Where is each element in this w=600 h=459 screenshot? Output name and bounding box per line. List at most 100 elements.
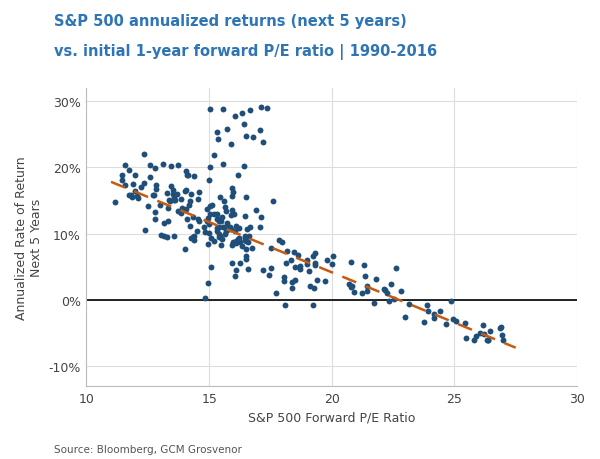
- Point: [271, 290, 280, 297]
- Text: Source: Bloomberg, GCM Grosvenor: Source: Bloomberg, GCM Grosvenor: [54, 444, 242, 454]
- Point: [145, 162, 155, 170]
- Point: [379, 285, 389, 293]
- Point: [476, 330, 485, 337]
- Point: [499, 336, 508, 344]
- Point: [206, 235, 216, 242]
- Point: [452, 318, 461, 325]
- Point: [130, 172, 140, 179]
- Point: [310, 262, 320, 269]
- Point: [190, 237, 199, 244]
- Point: [203, 214, 212, 222]
- Point: [166, 183, 176, 190]
- Point: [290, 249, 299, 256]
- Point: [212, 211, 222, 218]
- Point: [391, 264, 401, 272]
- Point: [223, 126, 232, 133]
- Point: [471, 333, 481, 340]
- Point: [239, 162, 249, 170]
- Point: [369, 300, 379, 308]
- Point: [259, 267, 268, 274]
- Text: S&P 500 annualized returns (next 5 years): S&P 500 annualized returns (next 5 years…: [54, 14, 407, 29]
- Point: [258, 139, 268, 146]
- Point: [173, 208, 182, 216]
- Point: [176, 196, 185, 204]
- Point: [209, 152, 219, 159]
- Point: [223, 220, 232, 227]
- Point: [266, 245, 276, 252]
- Point: [218, 106, 228, 114]
- Point: [148, 192, 158, 199]
- Point: [235, 224, 244, 232]
- Point: [283, 247, 292, 255]
- Point: [295, 265, 305, 273]
- Point: [200, 229, 209, 236]
- Point: [359, 262, 368, 269]
- Point: [221, 208, 230, 216]
- Point: [204, 220, 214, 228]
- Point: [256, 224, 265, 231]
- Point: [203, 241, 212, 248]
- Point: [280, 302, 290, 309]
- Point: [478, 322, 487, 329]
- Point: [143, 202, 153, 210]
- Point: [242, 226, 252, 234]
- Point: [436, 308, 445, 315]
- Point: [264, 272, 274, 279]
- Point: [218, 161, 228, 168]
- Point: [240, 237, 250, 244]
- Point: [419, 319, 429, 326]
- Point: [170, 232, 179, 240]
- Point: [313, 277, 322, 285]
- Point: [248, 134, 258, 141]
- Point: [302, 257, 312, 264]
- Point: [162, 234, 172, 241]
- Point: [178, 205, 187, 212]
- Point: [169, 194, 179, 202]
- Point: [243, 239, 253, 246]
- Point: [262, 106, 272, 113]
- Point: [226, 213, 236, 220]
- Point: [159, 220, 169, 227]
- Point: [266, 265, 276, 272]
- Point: [168, 190, 178, 198]
- Point: [151, 182, 161, 190]
- Point: [185, 223, 194, 230]
- Point: [429, 310, 439, 318]
- Point: [215, 233, 224, 241]
- Point: [238, 243, 247, 250]
- Point: [145, 174, 155, 181]
- Point: [181, 188, 190, 196]
- Point: [131, 188, 140, 195]
- Point: [226, 225, 236, 233]
- Point: [496, 324, 506, 331]
- Point: [220, 204, 230, 211]
- Point: [386, 280, 395, 288]
- Point: [279, 277, 289, 285]
- Point: [235, 260, 245, 267]
- Point: [470, 336, 479, 344]
- Point: [308, 253, 318, 260]
- Point: [151, 186, 161, 194]
- Point: [151, 209, 160, 217]
- Point: [227, 259, 237, 267]
- Point: [151, 165, 160, 172]
- Point: [193, 216, 203, 223]
- Point: [216, 218, 226, 226]
- Point: [216, 242, 226, 250]
- Point: [124, 167, 134, 174]
- Point: [118, 172, 127, 179]
- Point: [212, 215, 222, 223]
- Point: [346, 258, 355, 266]
- Point: [165, 198, 175, 205]
- Point: [290, 277, 300, 284]
- Point: [357, 290, 367, 297]
- Point: [286, 257, 296, 264]
- Point: [256, 127, 265, 134]
- Point: [193, 196, 202, 203]
- Point: [120, 162, 130, 170]
- Point: [238, 110, 247, 118]
- Point: [245, 224, 254, 231]
- Point: [497, 331, 507, 339]
- Point: [274, 237, 284, 245]
- Point: [117, 177, 127, 184]
